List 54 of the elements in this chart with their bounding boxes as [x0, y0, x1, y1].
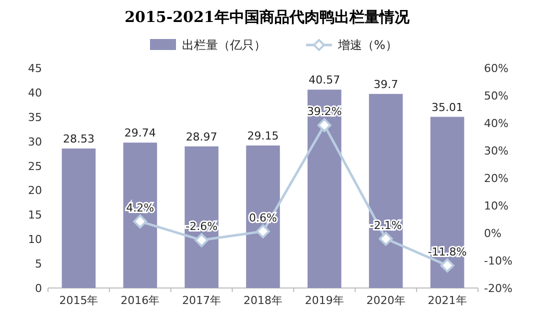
x-tick-label: 2016年 — [120, 294, 160, 307]
data-label: -2.1% — [370, 218, 402, 232]
y2-tick-label: 60% — [484, 62, 508, 75]
bar — [184, 146, 218, 288]
y2-tick-label: -10% — [484, 254, 512, 268]
bar — [368, 94, 403, 288]
y-tick-label: 25 — [28, 160, 42, 173]
data-label: 29.15 — [247, 129, 279, 142]
point — [194, 233, 209, 248]
x-tick-label: 2020年 — [366, 294, 406, 307]
bar — [123, 142, 158, 288]
y2-tick-label: -20% — [484, 282, 512, 295]
legend-label: 增速（%） — [337, 38, 398, 52]
y2-tick-label: 10% — [484, 200, 508, 212]
data-label: 40.57 — [308, 74, 340, 87]
point — [440, 258, 454, 272]
y2-tick-label: 30% — [484, 144, 508, 158]
bar — [62, 148, 96, 288]
point — [256, 224, 270, 238]
y2-tick-label: 20% — [484, 172, 508, 185]
data-label: 28.53 — [62, 132, 94, 146]
y2-tick-label: 0% — [484, 227, 502, 240]
y-tick-label: 20 — [28, 184, 42, 198]
y2-tick-label: 40% — [484, 117, 508, 130]
y-tick-label: 30 — [28, 135, 42, 148]
bar — [308, 90, 342, 288]
data-label: 39.2% — [306, 105, 342, 118]
x-tick-label: 2021年 — [428, 294, 467, 307]
point — [317, 118, 332, 132]
bar — [430, 116, 464, 288]
y-tick-label: 40 — [28, 86, 42, 100]
data-label: 35.01 — [432, 100, 464, 114]
x-tick-label: 2019年 — [304, 294, 344, 307]
x-tick-label: 2017年 — [182, 294, 222, 307]
y-tick-label: 45 — [28, 62, 42, 75]
x-tick-label: 2015年 — [59, 294, 98, 307]
data-label: 0.6% — [249, 211, 277, 224]
y2-tick-label: 50% — [484, 90, 508, 102]
y-tick-label: 15 — [28, 208, 42, 222]
point — [378, 232, 393, 246]
y-tick-label: 0 — [35, 282, 42, 295]
data-label: -2.6% — [186, 220, 218, 234]
chart-title: 2015-2021年中国商品代肉鸭出栏量情况 — [124, 8, 410, 26]
y-tick-label: 5 — [35, 258, 42, 271]
bar — [246, 145, 280, 288]
data-label: 4.2% — [126, 201, 154, 214]
data-label: 39.7 — [374, 78, 398, 91]
y-tick-label: 35 — [28, 110, 42, 124]
data-label: 29.74 — [124, 126, 156, 140]
x-tick-label: 2018年 — [244, 294, 282, 307]
point — [133, 214, 148, 228]
legend-label: 出栏量（亿只） — [182, 38, 266, 52]
y-tick-label: 10 — [28, 233, 42, 246]
data-label: 28.97 — [186, 130, 218, 144]
